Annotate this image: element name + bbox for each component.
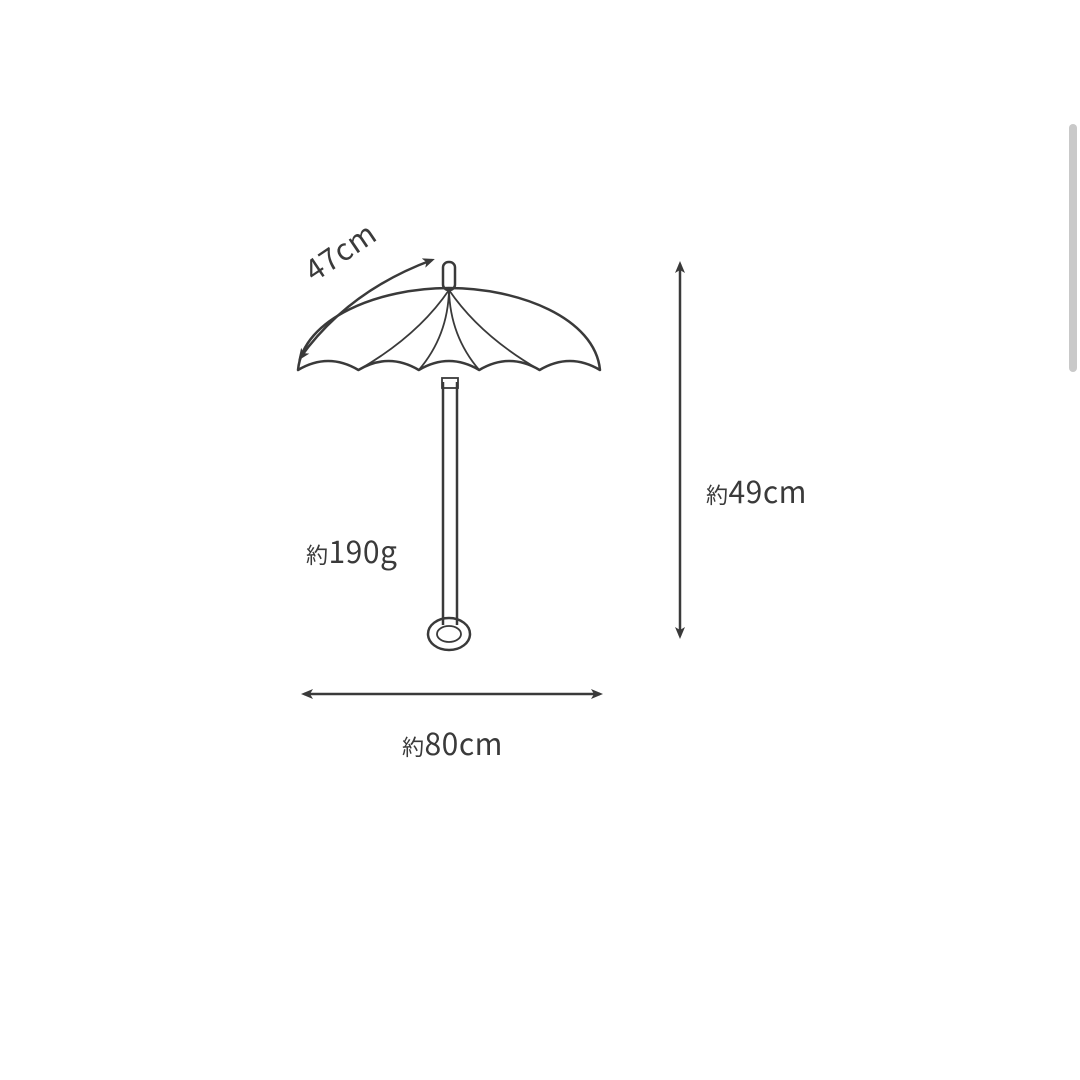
umbrella-diagram [0, 0, 1080, 1080]
width-label: 約80cm [402, 720, 503, 764]
scrollbar-thumb[interactable] [1069, 124, 1077, 372]
weight-label: 約190g [306, 528, 397, 572]
height-label: 約49cm [706, 468, 807, 512]
